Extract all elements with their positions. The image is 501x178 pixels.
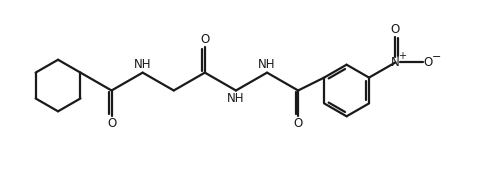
Text: O: O — [294, 117, 303, 130]
Text: N: N — [391, 56, 400, 69]
Text: −: − — [432, 53, 441, 62]
Text: O: O — [200, 33, 209, 46]
Text: NH: NH — [259, 58, 276, 71]
Text: +: + — [398, 51, 406, 61]
Text: O: O — [107, 117, 116, 130]
Text: O: O — [391, 23, 400, 36]
Text: NH: NH — [227, 92, 244, 105]
Text: NH: NH — [134, 58, 151, 71]
Text: O: O — [424, 56, 433, 69]
